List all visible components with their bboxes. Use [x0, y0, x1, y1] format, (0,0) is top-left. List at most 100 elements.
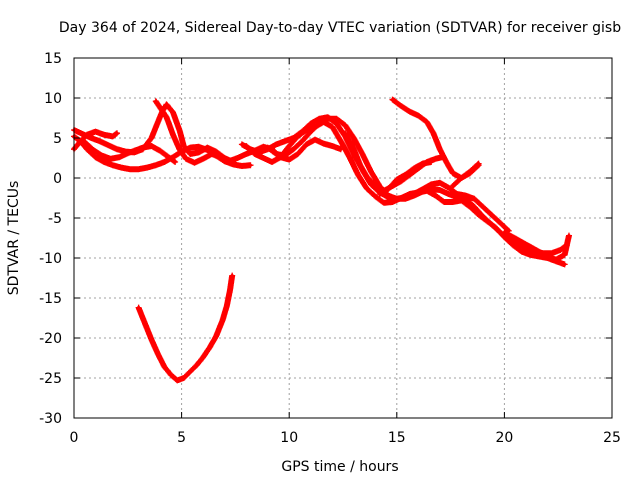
data-point — [143, 322, 147, 326]
data-point — [313, 138, 317, 142]
data-point — [136, 306, 141, 310]
data-point — [550, 251, 554, 255]
data-point — [197, 150, 201, 154]
data-point — [188, 152, 192, 156]
data-point — [177, 128, 182, 132]
data-point — [395, 178, 399, 182]
data-point — [498, 230, 502, 234]
data-point — [89, 136, 93, 140]
data-point — [171, 133, 175, 137]
data-point — [365, 186, 369, 190]
x-tick-label: 20 — [495, 430, 513, 446]
data-point — [476, 162, 481, 166]
data-point — [235, 156, 240, 160]
data-point — [429, 182, 433, 186]
data-point — [481, 205, 485, 209]
x-tick-label: 10 — [280, 430, 298, 446]
data-point — [145, 166, 149, 170]
data-point — [291, 147, 296, 151]
data-point — [326, 117, 330, 121]
data-point — [416, 114, 420, 118]
data-point — [433, 194, 438, 198]
series-track-7 — [238, 114, 570, 257]
data-point — [489, 222, 494, 226]
y-tick-label: -30 — [39, 411, 62, 427]
data-point — [111, 134, 115, 138]
data-point — [283, 154, 287, 158]
data-point — [421, 187, 425, 191]
data-point — [108, 157, 113, 161]
data-point — [220, 318, 225, 322]
data-point — [274, 142, 278, 146]
data-point — [126, 151, 130, 155]
data-point — [78, 139, 83, 143]
y-tick-label: -10 — [39, 251, 62, 267]
data-point — [154, 99, 158, 103]
data-point — [440, 155, 444, 159]
data-point — [412, 166, 416, 170]
data-point — [115, 147, 119, 151]
y-tick-label: -25 — [39, 371, 62, 387]
data-point — [304, 142, 309, 146]
series-track-3 — [152, 98, 344, 166]
data-series — [71, 96, 572, 384]
data-point — [429, 160, 433, 164]
data-point — [438, 147, 442, 151]
data-point — [257, 150, 261, 154]
data-point — [429, 187, 433, 191]
data-point — [309, 130, 313, 134]
data-point — [567, 234, 571, 238]
data-point — [498, 221, 502, 225]
data-point — [347, 155, 352, 159]
data-point — [248, 163, 253, 167]
data-point — [287, 158, 291, 162]
series-markers — [389, 96, 482, 181]
data-point — [197, 145, 201, 149]
data-point — [472, 197, 476, 201]
y-tick-label: -5 — [48, 211, 62, 227]
data-point — [182, 376, 186, 380]
data-point — [248, 147, 253, 151]
data-point — [98, 139, 102, 143]
y-axis-title: SDTVAR / TECUs — [6, 181, 22, 296]
data-point — [377, 192, 382, 196]
series-track-14 — [135, 272, 236, 384]
data-point — [395, 197, 399, 201]
data-point — [386, 194, 390, 198]
data-point — [403, 195, 408, 199]
data-point — [134, 148, 139, 152]
data-point — [365, 174, 369, 178]
data-point — [464, 194, 468, 198]
data-point — [369, 170, 373, 174]
data-point — [192, 161, 197, 165]
data-point — [210, 152, 214, 156]
series-track-13 — [501, 229, 572, 263]
data-point — [106, 143, 111, 147]
data-point — [201, 355, 205, 359]
data-point — [444, 160, 448, 164]
data-point — [442, 200, 446, 204]
data-point — [149, 338, 154, 342]
data-point — [171, 110, 175, 114]
data-point — [195, 363, 199, 367]
y-tick-label: 15 — [44, 51, 62, 67]
data-point — [182, 144, 186, 148]
axis-ticks: 0 5 10 15 20 25 -30 -25 -20 -15 -10 -5 0 5 10 15 — [39, 51, 621, 446]
data-point — [149, 144, 154, 148]
data-point — [173, 160, 177, 164]
data-point — [528, 245, 532, 249]
data-point — [188, 146, 192, 150]
y-tick-label: -15 — [39, 291, 62, 307]
data-point — [300, 139, 304, 143]
data-point — [169, 373, 173, 377]
data-point — [93, 130, 98, 134]
data-point — [425, 120, 429, 124]
data-point — [334, 122, 339, 126]
data-point — [119, 166, 123, 170]
data-point — [162, 365, 166, 369]
data-point — [386, 187, 390, 191]
data-point — [283, 139, 287, 143]
series-track-4 — [81, 139, 179, 165]
data-point — [390, 98, 395, 102]
